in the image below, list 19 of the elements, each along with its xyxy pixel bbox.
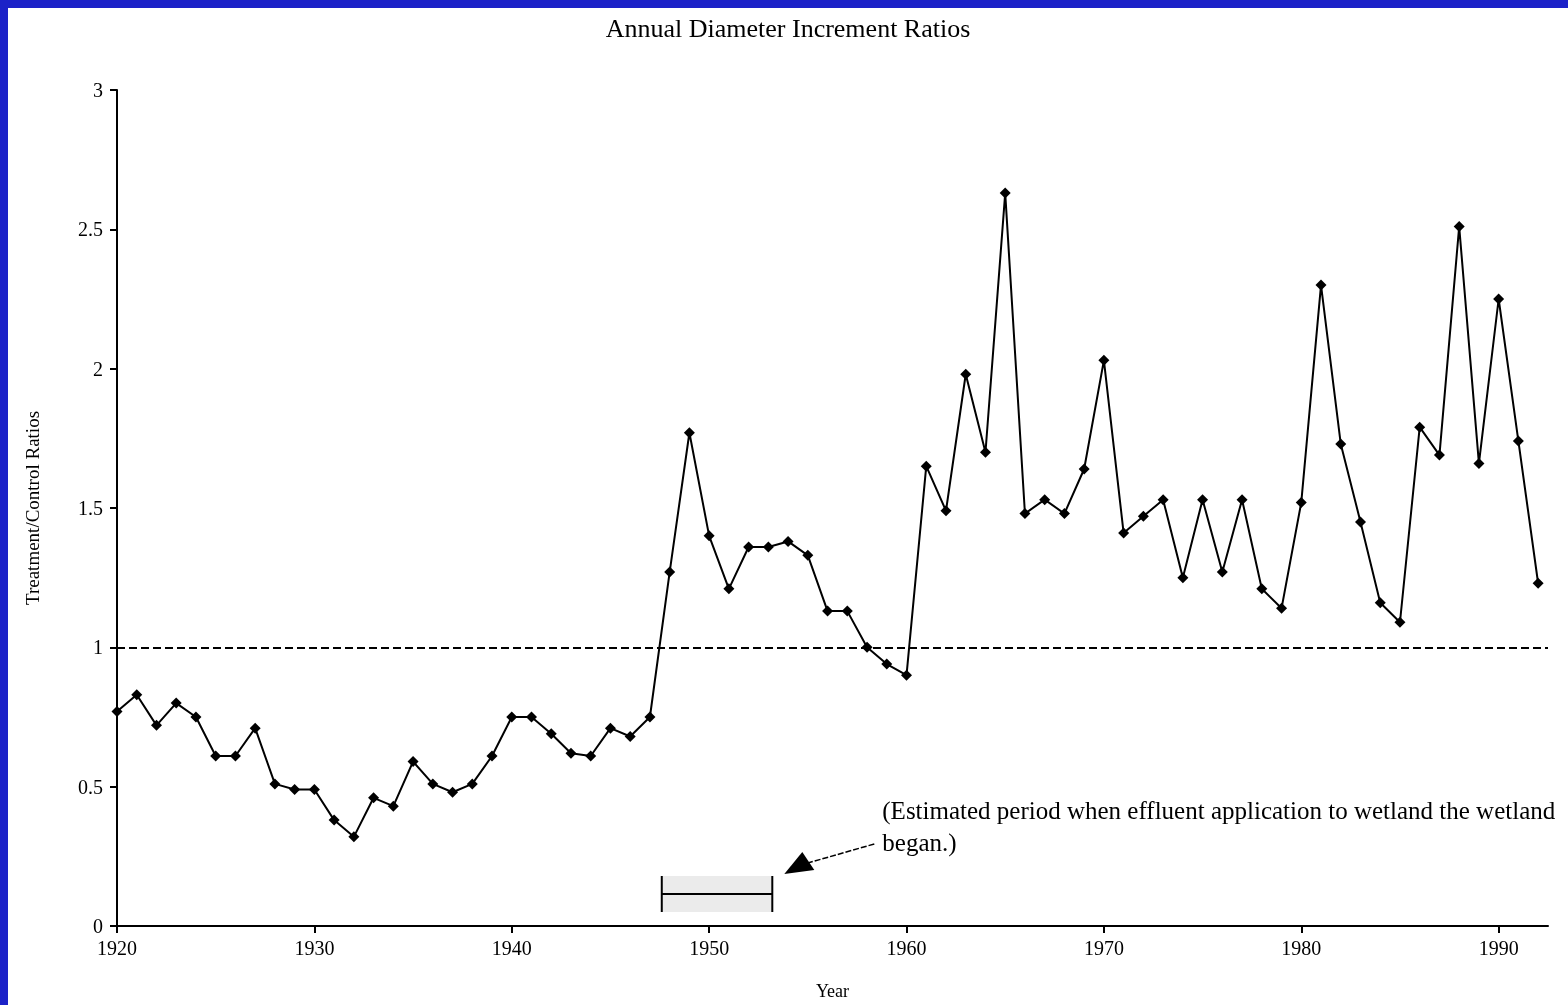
y-tick-label: 2.5 [78, 218, 103, 241]
x-tick-label: 1950 [689, 937, 730, 959]
x-tick-label: 1980 [1281, 937, 1322, 959]
chart-title: Annual Diameter Increment Ratios [605, 13, 971, 43]
x-tick-label: 1940 [491, 937, 532, 959]
x-tick-label: 1970 [1083, 937, 1124, 959]
y-tick-label: 0 [93, 915, 103, 937]
x-tick-label: 1920 [97, 937, 137, 959]
y-axis-title: Treatment/Control Ratios [22, 410, 43, 606]
x-tick-label: 1930 [294, 937, 335, 959]
y-tick-label: 0.5 [78, 775, 103, 798]
band-label: (Estimated period when effluent application to wetland the wetland began.) [882, 796, 1562, 857]
y-tick-label: 1.5 [78, 497, 103, 519]
x-tick-label: 1990 [1478, 937, 1519, 959]
y-tick-label: 1 [93, 636, 103, 659]
x-axis-title: Year [815, 981, 850, 1001]
y-tick-label: 2 [93, 357, 103, 380]
x-tick-label: 1960 [886, 937, 927, 959]
y-tick-label: 3 [93, 79, 103, 101]
